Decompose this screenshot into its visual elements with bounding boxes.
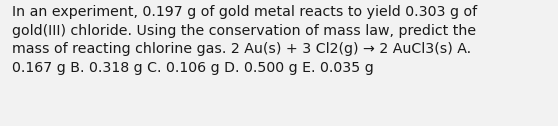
Text: In an experiment, 0.197 g of gold metal reacts to yield 0.303 g of
gold(III) chl: In an experiment, 0.197 g of gold metal …: [12, 5, 478, 75]
